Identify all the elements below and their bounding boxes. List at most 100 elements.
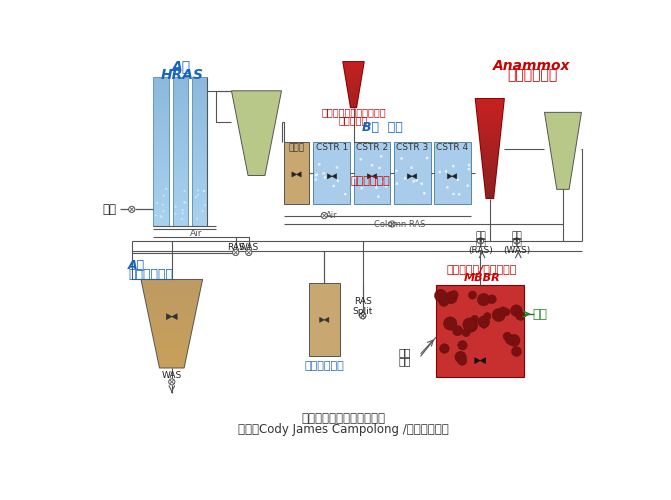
Circle shape (315, 173, 318, 176)
Polygon shape (145, 298, 199, 300)
Text: CSTR 1: CSTR 1 (316, 144, 348, 152)
Bar (192, 201, 207, 202)
Bar (192, 110, 207, 111)
Polygon shape (148, 315, 195, 316)
Bar (172, 127, 188, 128)
Bar (172, 79, 188, 80)
Polygon shape (475, 358, 480, 364)
Polygon shape (150, 321, 194, 322)
Bar (192, 187, 207, 188)
Bar (153, 103, 168, 104)
Bar (153, 210, 168, 211)
Bar (172, 77, 188, 78)
Bar (172, 178, 188, 180)
Polygon shape (485, 193, 495, 194)
Bar (172, 187, 188, 188)
Polygon shape (482, 163, 497, 164)
Bar (172, 153, 188, 154)
Text: (RAS): (RAS) (468, 246, 493, 254)
Bar (172, 164, 188, 166)
Polygon shape (478, 121, 502, 122)
Polygon shape (148, 314, 195, 315)
Polygon shape (158, 360, 186, 361)
Bar (172, 215, 188, 216)
Polygon shape (332, 174, 337, 179)
Bar (172, 208, 188, 210)
Polygon shape (150, 322, 194, 324)
Bar (172, 211, 188, 212)
Bar (153, 153, 168, 154)
Bar (192, 142, 207, 143)
Text: 厌氧区: 厌氧区 (289, 144, 305, 152)
Circle shape (514, 238, 520, 244)
Bar (192, 171, 207, 172)
Polygon shape (476, 102, 504, 103)
Bar (192, 225, 207, 226)
Bar (192, 156, 207, 157)
Circle shape (184, 201, 187, 203)
Bar (153, 123, 168, 124)
Bar (192, 93, 207, 94)
Polygon shape (143, 288, 201, 290)
Bar (192, 203, 207, 204)
Circle shape (404, 177, 407, 180)
Bar (172, 196, 188, 197)
Polygon shape (166, 314, 172, 320)
Bar (153, 133, 168, 134)
Bar (153, 77, 168, 226)
Polygon shape (484, 178, 496, 180)
Bar (172, 124, 188, 126)
Polygon shape (485, 190, 495, 191)
Polygon shape (486, 194, 494, 196)
Circle shape (322, 172, 325, 175)
Circle shape (182, 212, 184, 214)
Circle shape (168, 379, 175, 385)
Polygon shape (146, 305, 197, 306)
Bar (172, 205, 188, 206)
Bar (153, 113, 168, 114)
Bar (172, 148, 188, 150)
Circle shape (503, 308, 510, 316)
Polygon shape (148, 312, 196, 314)
Polygon shape (144, 291, 200, 292)
Bar (172, 93, 188, 94)
Polygon shape (477, 114, 503, 116)
Polygon shape (158, 361, 186, 362)
Bar (172, 90, 188, 91)
Bar (153, 181, 168, 182)
Polygon shape (144, 295, 199, 296)
Polygon shape (476, 112, 503, 113)
Circle shape (197, 189, 199, 192)
Circle shape (203, 190, 205, 192)
Bar (153, 206, 168, 207)
Bar (172, 173, 188, 174)
Bar (153, 93, 168, 94)
Bar (172, 197, 188, 198)
Bar (192, 213, 207, 214)
Bar (172, 204, 188, 205)
Bar (192, 217, 207, 218)
Bar (192, 88, 207, 90)
Polygon shape (350, 104, 357, 106)
Bar (192, 162, 207, 163)
Circle shape (468, 168, 470, 170)
Polygon shape (157, 357, 187, 358)
Bar (153, 167, 168, 168)
Polygon shape (482, 157, 498, 158)
Bar (192, 121, 207, 122)
Polygon shape (142, 286, 201, 287)
Polygon shape (150, 324, 193, 325)
Polygon shape (156, 352, 187, 354)
Bar (153, 144, 168, 146)
Text: Anammox: Anammox (493, 59, 571, 73)
Bar (153, 94, 168, 96)
Bar (172, 183, 188, 184)
Bar (172, 113, 188, 114)
Bar (192, 210, 207, 211)
Bar (172, 91, 188, 92)
Text: 污泥: 污泥 (475, 238, 486, 247)
Bar (172, 182, 188, 183)
Circle shape (381, 180, 384, 184)
Polygon shape (482, 160, 498, 161)
Polygon shape (157, 356, 187, 357)
